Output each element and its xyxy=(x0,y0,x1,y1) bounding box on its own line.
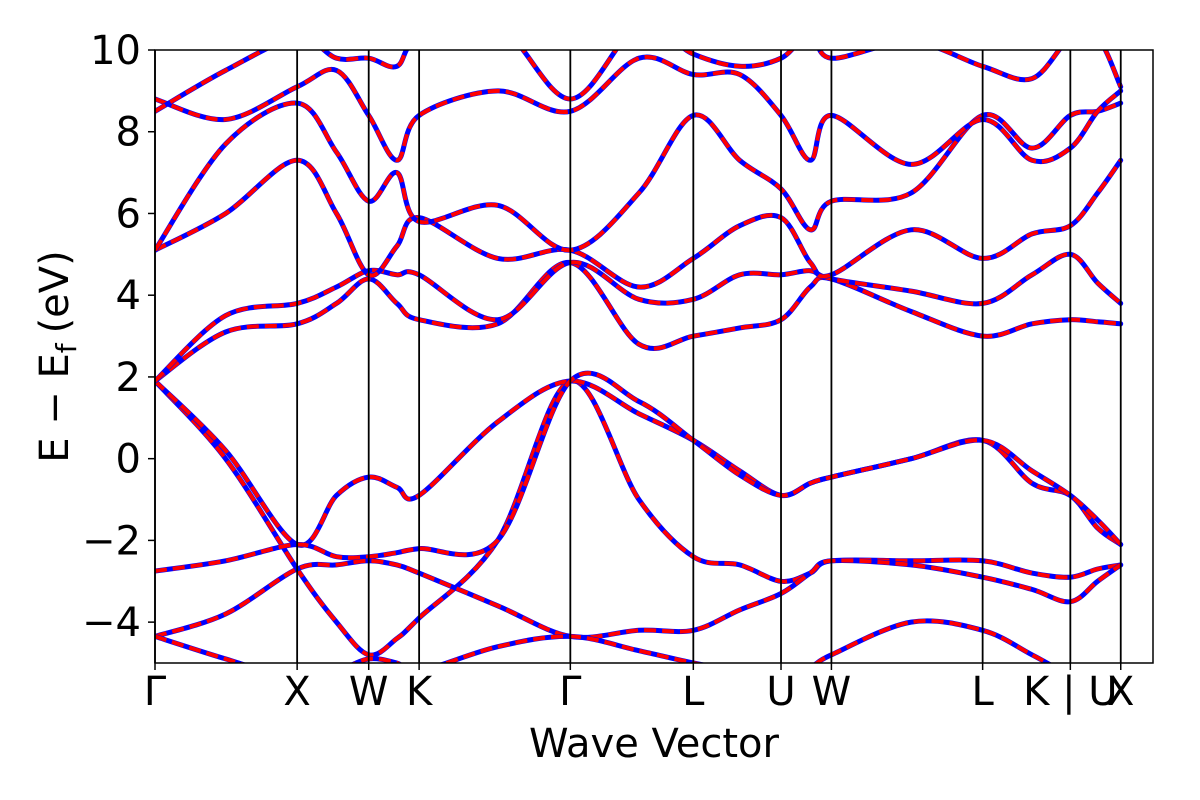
x-tick-label-10: K | U xyxy=(1023,669,1117,715)
y-axis: −4 −2 0 2 4 6 8 10 xyxy=(82,28,155,646)
band-line-6-blue xyxy=(155,251,1124,384)
band-line-11-red xyxy=(155,618,1052,663)
band-line-3-red xyxy=(155,371,1123,573)
band-line-3-blue xyxy=(155,370,1124,574)
band-line-10-blue xyxy=(155,50,1124,114)
x-axis-label: Wave Vector xyxy=(529,721,780,767)
x-tick-label-11: X xyxy=(1107,669,1134,715)
y-tick-label-4: 2 xyxy=(116,355,141,401)
band-line-7-blue xyxy=(155,157,1124,290)
x-tick-label-9: L xyxy=(971,669,994,715)
x-tick-label-7: U xyxy=(766,669,795,715)
y-axis-label: E − Ef (eV) xyxy=(32,250,83,463)
y-axis-label-main: E − E xyxy=(32,353,78,463)
y-tick-label-8: 10 xyxy=(90,28,141,74)
y-tick-label-6: 6 xyxy=(116,191,141,237)
plot-frame xyxy=(154,49,1154,664)
y-axis-label-subscript: f xyxy=(50,342,83,353)
y-tick-label-3: 0 xyxy=(116,437,141,483)
band-line-4-red xyxy=(155,558,1122,640)
band-line-7-red xyxy=(155,158,1123,290)
band-line-1-blue xyxy=(155,378,1124,658)
band-line-9-red xyxy=(155,55,1123,167)
x-tick-label-4: K xyxy=(406,669,434,715)
band-line-6-red xyxy=(155,252,1123,383)
bands-layer xyxy=(155,50,1124,663)
x-tick-label-6: L xyxy=(682,669,705,715)
y-tick-label-7: 8 xyxy=(116,110,141,156)
x-tick-label-1: Γ xyxy=(144,669,167,715)
x-tick-label-8: W xyxy=(812,669,852,715)
x-tick-label-2: X xyxy=(283,669,310,715)
band-line-5-blue xyxy=(155,259,1124,384)
band-line-10-red xyxy=(155,50,1123,114)
y-tick-label-2: −2 xyxy=(82,518,141,564)
x-tick-label-3: W xyxy=(349,669,389,715)
band-line-9-blue xyxy=(155,54,1124,167)
band-line-8-blue xyxy=(155,100,1124,253)
band-line-2-blue xyxy=(155,378,1124,548)
x-tick-label-5: Γ xyxy=(559,669,582,715)
band-line-1-red xyxy=(155,378,1122,658)
band-line-5-red xyxy=(155,260,1121,383)
band-line-2-red xyxy=(155,378,1122,548)
y-tick-label-1: −4 xyxy=(82,600,141,646)
y-axis-label-unit: (eV) xyxy=(32,250,78,333)
y-tick-label-5: 4 xyxy=(116,273,141,319)
band-line-8-red xyxy=(155,101,1122,253)
